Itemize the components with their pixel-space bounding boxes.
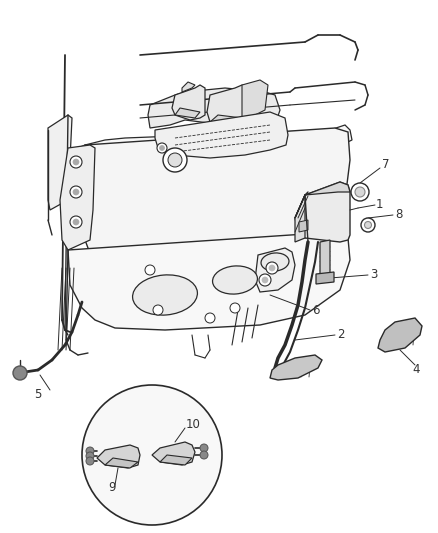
Circle shape bbox=[86, 457, 94, 465]
Circle shape bbox=[258, 274, 270, 286]
Circle shape bbox=[350, 183, 368, 201]
Polygon shape bbox=[209, 115, 241, 125]
Polygon shape bbox=[105, 458, 138, 468]
Circle shape bbox=[73, 159, 79, 165]
Polygon shape bbox=[377, 318, 421, 352]
Ellipse shape bbox=[132, 275, 197, 315]
Polygon shape bbox=[315, 272, 333, 284]
Text: 1: 1 bbox=[375, 198, 383, 212]
Circle shape bbox=[86, 447, 94, 455]
Polygon shape bbox=[172, 85, 205, 120]
Polygon shape bbox=[159, 455, 191, 465]
Circle shape bbox=[70, 216, 82, 228]
Text: 7: 7 bbox=[381, 158, 389, 172]
Polygon shape bbox=[85, 128, 349, 310]
Circle shape bbox=[364, 222, 371, 229]
Circle shape bbox=[82, 385, 222, 525]
Circle shape bbox=[200, 444, 208, 452]
Polygon shape bbox=[175, 108, 200, 118]
Circle shape bbox=[230, 303, 240, 313]
Polygon shape bbox=[269, 355, 321, 380]
Polygon shape bbox=[294, 182, 349, 242]
Polygon shape bbox=[254, 248, 294, 292]
Circle shape bbox=[13, 366, 27, 380]
Polygon shape bbox=[298, 220, 307, 232]
Polygon shape bbox=[148, 88, 279, 128]
Ellipse shape bbox=[212, 266, 257, 294]
Circle shape bbox=[354, 187, 364, 197]
Circle shape bbox=[360, 218, 374, 232]
Circle shape bbox=[261, 277, 267, 283]
Polygon shape bbox=[68, 125, 351, 168]
Polygon shape bbox=[60, 145, 95, 250]
Circle shape bbox=[265, 262, 277, 274]
Text: 9: 9 bbox=[108, 481, 116, 495]
Text: 5: 5 bbox=[34, 389, 42, 401]
Circle shape bbox=[145, 265, 155, 275]
Circle shape bbox=[73, 189, 79, 195]
Circle shape bbox=[162, 148, 187, 172]
Text: 3: 3 bbox=[369, 269, 377, 281]
Ellipse shape bbox=[261, 253, 288, 271]
Circle shape bbox=[200, 451, 208, 459]
Circle shape bbox=[70, 186, 82, 198]
Text: 8: 8 bbox=[394, 208, 402, 222]
Circle shape bbox=[205, 313, 215, 323]
Polygon shape bbox=[207, 85, 247, 125]
Circle shape bbox=[73, 219, 79, 225]
Circle shape bbox=[153, 305, 162, 315]
Text: 4: 4 bbox=[411, 364, 419, 376]
Polygon shape bbox=[97, 445, 140, 468]
Polygon shape bbox=[294, 182, 349, 218]
Circle shape bbox=[268, 265, 274, 271]
Polygon shape bbox=[182, 82, 194, 92]
Polygon shape bbox=[241, 80, 267, 118]
Circle shape bbox=[159, 146, 164, 150]
Polygon shape bbox=[155, 112, 287, 158]
Circle shape bbox=[86, 452, 94, 460]
Polygon shape bbox=[319, 240, 329, 280]
Circle shape bbox=[168, 153, 182, 167]
Text: 2: 2 bbox=[336, 328, 344, 342]
Polygon shape bbox=[152, 442, 194, 465]
Polygon shape bbox=[48, 115, 72, 210]
Polygon shape bbox=[294, 195, 304, 242]
Circle shape bbox=[157, 143, 166, 153]
Text: 6: 6 bbox=[311, 303, 319, 317]
Polygon shape bbox=[68, 232, 349, 330]
Circle shape bbox=[70, 156, 82, 168]
Text: 10: 10 bbox=[186, 418, 201, 432]
